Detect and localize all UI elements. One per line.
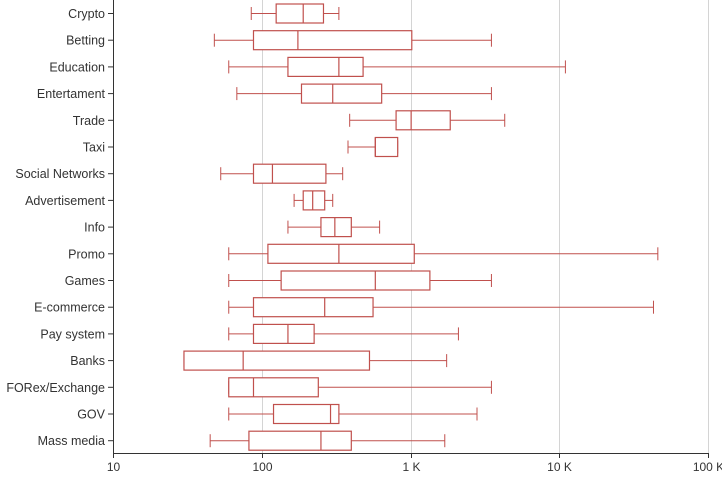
box-series bbox=[183, 3, 659, 451]
x-tick-labels: 10 100 1 K 10 K 100 K bbox=[107, 460, 722, 474]
category-label: Mass media bbox=[38, 434, 105, 448]
box-iqr bbox=[395, 110, 451, 131]
box-betting bbox=[213, 30, 492, 51]
category-label: FORex/Exchange bbox=[6, 381, 105, 395]
category-label: GOV bbox=[77, 408, 105, 422]
box-iqr bbox=[228, 377, 319, 398]
box-social-networks bbox=[220, 163, 344, 184]
category-label: Pay system bbox=[40, 327, 105, 341]
box-iqr bbox=[300, 83, 383, 104]
box-forex-exchange bbox=[228, 377, 492, 398]
box-iqr bbox=[267, 243, 415, 264]
box-iqr bbox=[280, 270, 431, 291]
box-mass-media bbox=[209, 430, 446, 451]
category-label: Banks bbox=[70, 354, 105, 368]
category-label: Promo bbox=[68, 247, 105, 261]
x-tick-label: 10 K bbox=[547, 460, 572, 474]
box-iqr bbox=[320, 217, 352, 238]
box-iqr bbox=[275, 3, 325, 24]
box-entertament bbox=[236, 83, 492, 104]
box-iqr bbox=[183, 350, 371, 371]
category-label: Education bbox=[49, 60, 105, 74]
box-iqr bbox=[287, 56, 364, 78]
box-iqr bbox=[252, 30, 413, 51]
category-label: Trade bbox=[73, 114, 105, 128]
box-crypto bbox=[250, 3, 340, 24]
box-info bbox=[287, 217, 381, 238]
box-education bbox=[228, 56, 566, 78]
category-label: Games bbox=[65, 274, 105, 288]
box-taxi bbox=[347, 136, 399, 158]
box-iqr bbox=[252, 297, 374, 318]
category-label: Entertament bbox=[37, 87, 106, 101]
box-trade bbox=[349, 110, 506, 131]
box-iqr bbox=[374, 136, 399, 158]
category-label: Advertisement bbox=[25, 194, 105, 208]
box-iqr bbox=[252, 323, 315, 344]
x-tick-label: 100 bbox=[252, 460, 272, 474]
box-promo bbox=[228, 243, 659, 264]
x-tick-label: 10 bbox=[107, 460, 121, 474]
category-label: Info bbox=[84, 221, 105, 235]
box-gov bbox=[228, 403, 478, 425]
box-iqr bbox=[248, 430, 352, 451]
x-tick-label: 100 K bbox=[693, 460, 722, 474]
box-advertisement bbox=[293, 190, 334, 211]
box-e-commerce bbox=[228, 297, 654, 318]
x-tick-label: 1 K bbox=[402, 460, 420, 474]
category-label: Social Networks bbox=[15, 167, 105, 181]
box-iqr bbox=[302, 190, 326, 211]
box-iqr bbox=[272, 403, 340, 425]
box-games bbox=[228, 270, 492, 291]
category-label: E-commerce bbox=[34, 301, 105, 315]
category-labels: Crypto Betting Education Entertament Trade Ta… bbox=[6, 7, 105, 448]
box-iqr bbox=[252, 163, 327, 184]
category-label: Betting bbox=[66, 34, 105, 48]
axes bbox=[108, 0, 709, 458]
category-label: Crypto bbox=[68, 7, 105, 21]
box-banks bbox=[183, 350, 448, 371]
category-label: Taxi bbox=[83, 141, 105, 155]
box-pay-system bbox=[228, 323, 459, 344]
